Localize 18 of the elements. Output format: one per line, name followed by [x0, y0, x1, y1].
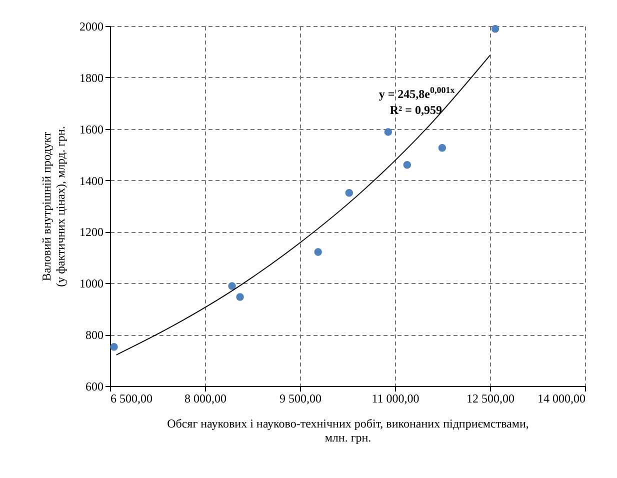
- x-axis-title: Обсяг наукових і науково-технічних робіт, виконаних підприємствами, млн. грн.: [167, 416, 529, 444]
- x-tick-label: 12 500,00: [466, 392, 514, 406]
- y-tick-label: 600: [86, 380, 104, 394]
- y-tick-label: 2000: [80, 20, 104, 34]
- x-tick-label: 6 500,00: [110, 392, 152, 406]
- x-tick-label: 14 000,00: [538, 392, 586, 406]
- y-tick-label: 1800: [80, 70, 104, 85]
- x-tick-label: 8 000,00: [184, 392, 226, 406]
- line-series: [116, 54, 490, 356]
- y-tick-label: 1000: [80, 276, 104, 291]
- y-axis-title: Валовий внутрішній продукт (у фактичних цінах), млрд. грн.: [40, 126, 68, 287]
- annotation: R² = 0,959: [390, 103, 442, 117]
- y-tick-label: 1200: [80, 225, 104, 240]
- x-tick-label: 9 500,00: [280, 392, 322, 406]
- y-tick-label: 800: [86, 328, 104, 342]
- y-tick-label: 1400: [80, 174, 104, 188]
- y-tick-label: 1600: [80, 122, 104, 136]
- x-tick-label: 11 000,00: [372, 392, 420, 406]
